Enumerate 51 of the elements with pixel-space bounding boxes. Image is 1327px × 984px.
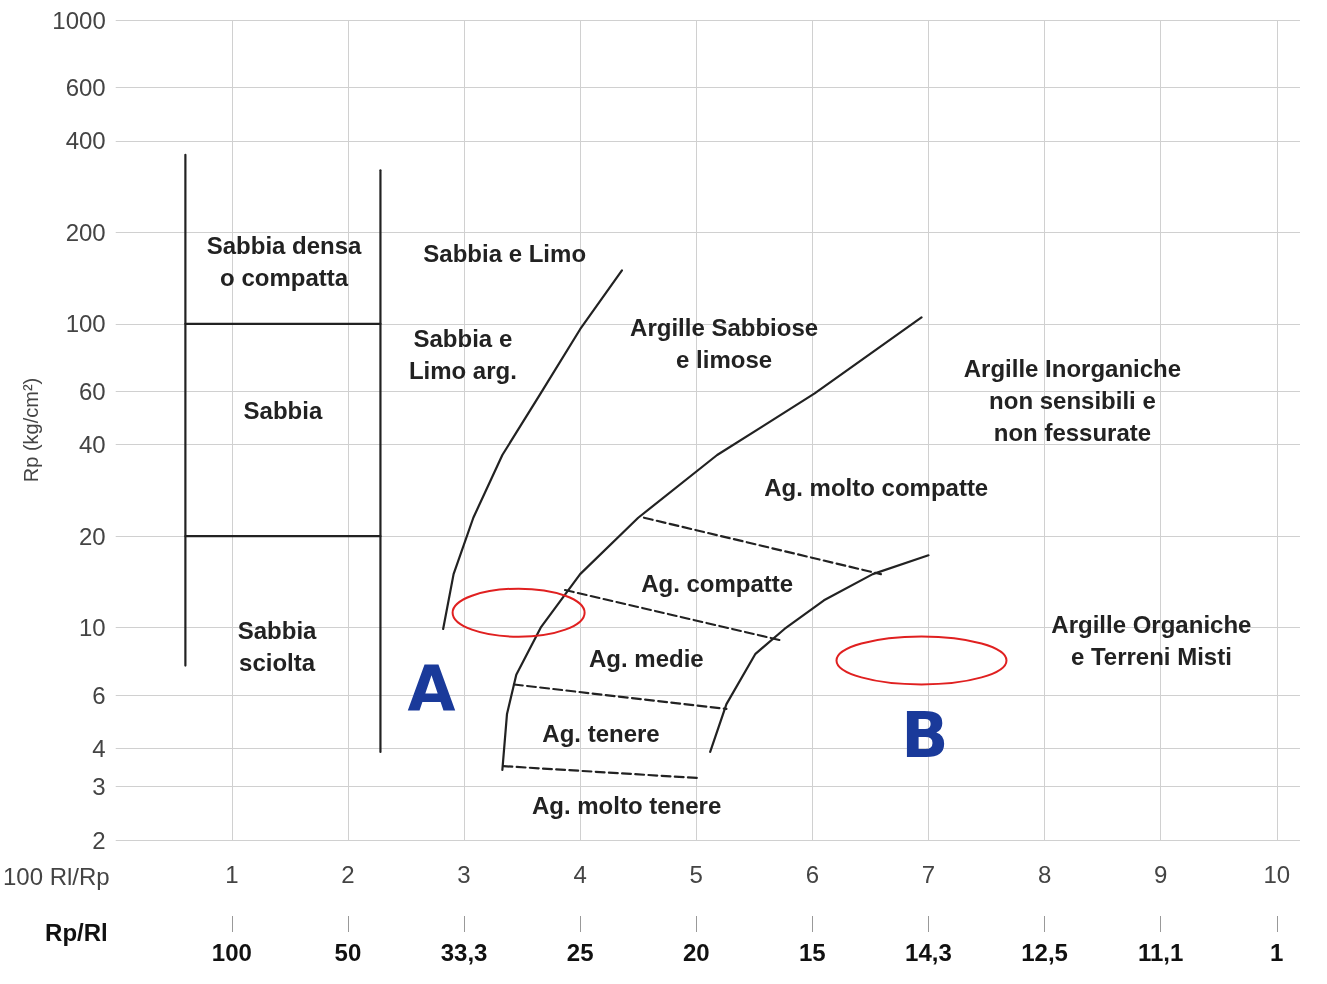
y-tick-label: 600 (65, 73, 106, 101)
text: 100 (211, 938, 252, 966)
annotation: Ag. medie (588, 645, 704, 673)
annotation: Sabbia (243, 396, 323, 424)
x-tick-label: 1 (225, 860, 239, 888)
x-tick-label: 2 (341, 860, 355, 888)
annotation: Argille Inorganiche non sensibili e non fessurate (963, 354, 1182, 446)
text: 12,5 (1021, 938, 1068, 966)
x2-axis-title: Rp/Rl (45, 918, 108, 946)
x-axis-title: 100 Rl/Rp (2, 862, 110, 890)
annotation: Argille Sabbiose e limose (630, 314, 819, 374)
y-tick-label: 60 (79, 377, 106, 405)
x-tick-label: 4 (573, 860, 587, 888)
y-tick-label: 4 (92, 735, 106, 763)
x-tick-label: 5 (689, 860, 703, 888)
y-tick-label: 1000 (52, 6, 106, 34)
annotation: Ag. compatte (641, 569, 794, 597)
y-tick-label: 200 (65, 218, 106, 246)
y-tick-label: 6 (92, 681, 106, 709)
annotation: Argille Organiche e Terreni Misti (1051, 610, 1252, 670)
y-tick-label: 2 (92, 826, 106, 854)
text: 33,3 (440, 938, 488, 966)
y-tick-label: 100 (65, 310, 106, 338)
x-tick-label: 9 (1153, 860, 1168, 888)
y-tick-label: 3 (92, 773, 106, 800)
x-tick-label: 6 (805, 860, 820, 888)
text: 15 (799, 938, 826, 966)
annotation: A (407, 652, 456, 726)
text: 11,1 (1137, 938, 1184, 966)
annotation: Sabbia densa o compatta (206, 232, 363, 292)
annotation: Sabbia e Limo (423, 240, 587, 268)
text: 25 (566, 938, 594, 966)
x-tick-label: 8 (1037, 860, 1052, 888)
y-tick-label: 20 (79, 522, 106, 550)
text: 1 (1270, 938, 1284, 966)
annotation: Sabbia e Limo arg. (408, 325, 517, 385)
x-tick-label: 7 (921, 860, 936, 888)
text: 14,3 (905, 938, 952, 966)
text: 50 (334, 938, 362, 966)
annotation: Ag. molto compatte (764, 473, 989, 501)
annotation: Ag. molto tenere (531, 791, 722, 819)
x-tick-label: 3 (457, 860, 471, 888)
x-tick-label: 10 (1263, 860, 1291, 888)
y-tick-label: 40 (79, 431, 106, 459)
y-tick-label: 10 (79, 614, 106, 642)
y-tick-label: 400 (65, 127, 106, 155)
annotation: Ag. tenere (542, 719, 660, 747)
annotation: Sabbia sciolta (237, 616, 318, 676)
annotation: B (901, 699, 949, 773)
y-axis-title: Rp (kg/cm²) (20, 377, 43, 483)
text: 20 (682, 938, 710, 966)
